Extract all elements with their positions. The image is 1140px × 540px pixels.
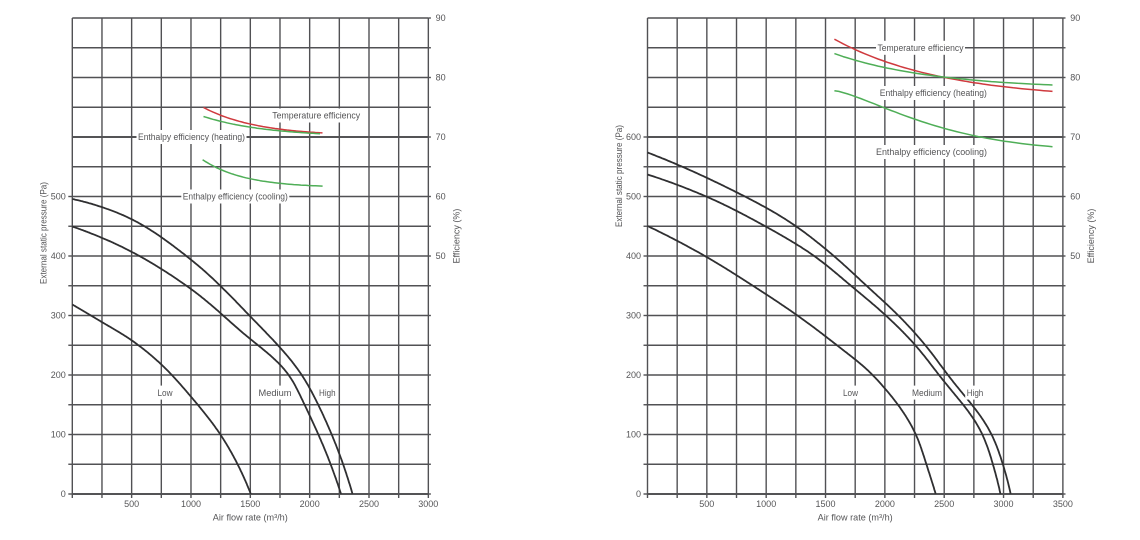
svg-text:100: 100 xyxy=(51,430,66,440)
svg-text:Temperature efficiency: Temperature efficiency xyxy=(878,43,964,53)
svg-text:1000: 1000 xyxy=(756,499,776,509)
svg-text:Low: Low xyxy=(843,388,858,398)
svg-text:80: 80 xyxy=(436,73,446,83)
svg-text:300: 300 xyxy=(51,311,66,321)
svg-text:2500: 2500 xyxy=(934,499,954,509)
svg-text:Efficiency (%): Efficiency (%) xyxy=(452,209,462,264)
svg-text:1000: 1000 xyxy=(181,499,201,509)
svg-text:2500: 2500 xyxy=(359,499,379,509)
svg-text:50: 50 xyxy=(436,251,446,261)
svg-text:500: 500 xyxy=(124,499,139,509)
svg-text:Air flow rate (m³/h): Air flow rate (m³/h) xyxy=(818,513,893,523)
svg-text:High: High xyxy=(967,388,984,398)
svg-text:Enthalpy efficiency (cooling): Enthalpy efficiency (cooling) xyxy=(183,192,288,202)
svg-text:400: 400 xyxy=(626,251,641,261)
svg-text:External static pressure (Pa): External static pressure (Pa) xyxy=(614,125,624,227)
svg-text:500: 500 xyxy=(51,192,66,202)
svg-text:200: 200 xyxy=(51,370,66,380)
svg-text:60: 60 xyxy=(436,192,446,202)
svg-text:3000: 3000 xyxy=(993,499,1013,509)
svg-text:1500: 1500 xyxy=(815,499,835,509)
svg-text:Medium: Medium xyxy=(912,388,942,398)
svg-text:90: 90 xyxy=(1070,13,1080,23)
svg-text:High: High xyxy=(319,388,336,398)
svg-text:50: 50 xyxy=(1070,251,1080,261)
svg-text:Low: Low xyxy=(158,388,173,398)
svg-text:Enthalpy efficiency (heating): Enthalpy efficiency (heating) xyxy=(138,132,245,142)
svg-text:60: 60 xyxy=(1070,192,1080,202)
svg-text:0: 0 xyxy=(61,489,66,499)
svg-text:100: 100 xyxy=(626,430,641,440)
svg-text:70: 70 xyxy=(1070,132,1080,142)
svg-text:Temperature efficiency: Temperature efficiency xyxy=(272,111,360,121)
svg-text:1500: 1500 xyxy=(240,499,260,509)
svg-text:2000: 2000 xyxy=(300,499,320,509)
svg-text:80: 80 xyxy=(1070,73,1080,83)
svg-text:70: 70 xyxy=(436,132,446,142)
svg-text:200: 200 xyxy=(626,370,641,380)
svg-text:90: 90 xyxy=(436,13,446,23)
svg-text:500: 500 xyxy=(699,499,714,509)
svg-text:400: 400 xyxy=(51,251,66,261)
svg-text:Enthalpy efficiency (cooling): Enthalpy efficiency (cooling) xyxy=(876,147,987,157)
svg-text:Enthalpy efficiency (heating): Enthalpy efficiency (heating) xyxy=(880,88,987,98)
svg-text:0: 0 xyxy=(636,489,641,499)
svg-text:External static pressure (Pa): External static pressure (Pa) xyxy=(39,182,49,284)
svg-text:3000: 3000 xyxy=(418,499,438,509)
svg-text:300: 300 xyxy=(626,311,641,321)
svg-text:Air flow rate (m³/h): Air flow rate (m³/h) xyxy=(213,513,288,523)
svg-text:2000: 2000 xyxy=(875,499,895,509)
svg-text:Medium: Medium xyxy=(259,388,292,398)
svg-text:Efficiency (%): Efficiency (%) xyxy=(1086,209,1096,264)
svg-text:3500: 3500 xyxy=(1053,499,1073,509)
svg-text:500: 500 xyxy=(626,192,641,202)
svg-text:600: 600 xyxy=(626,132,641,142)
